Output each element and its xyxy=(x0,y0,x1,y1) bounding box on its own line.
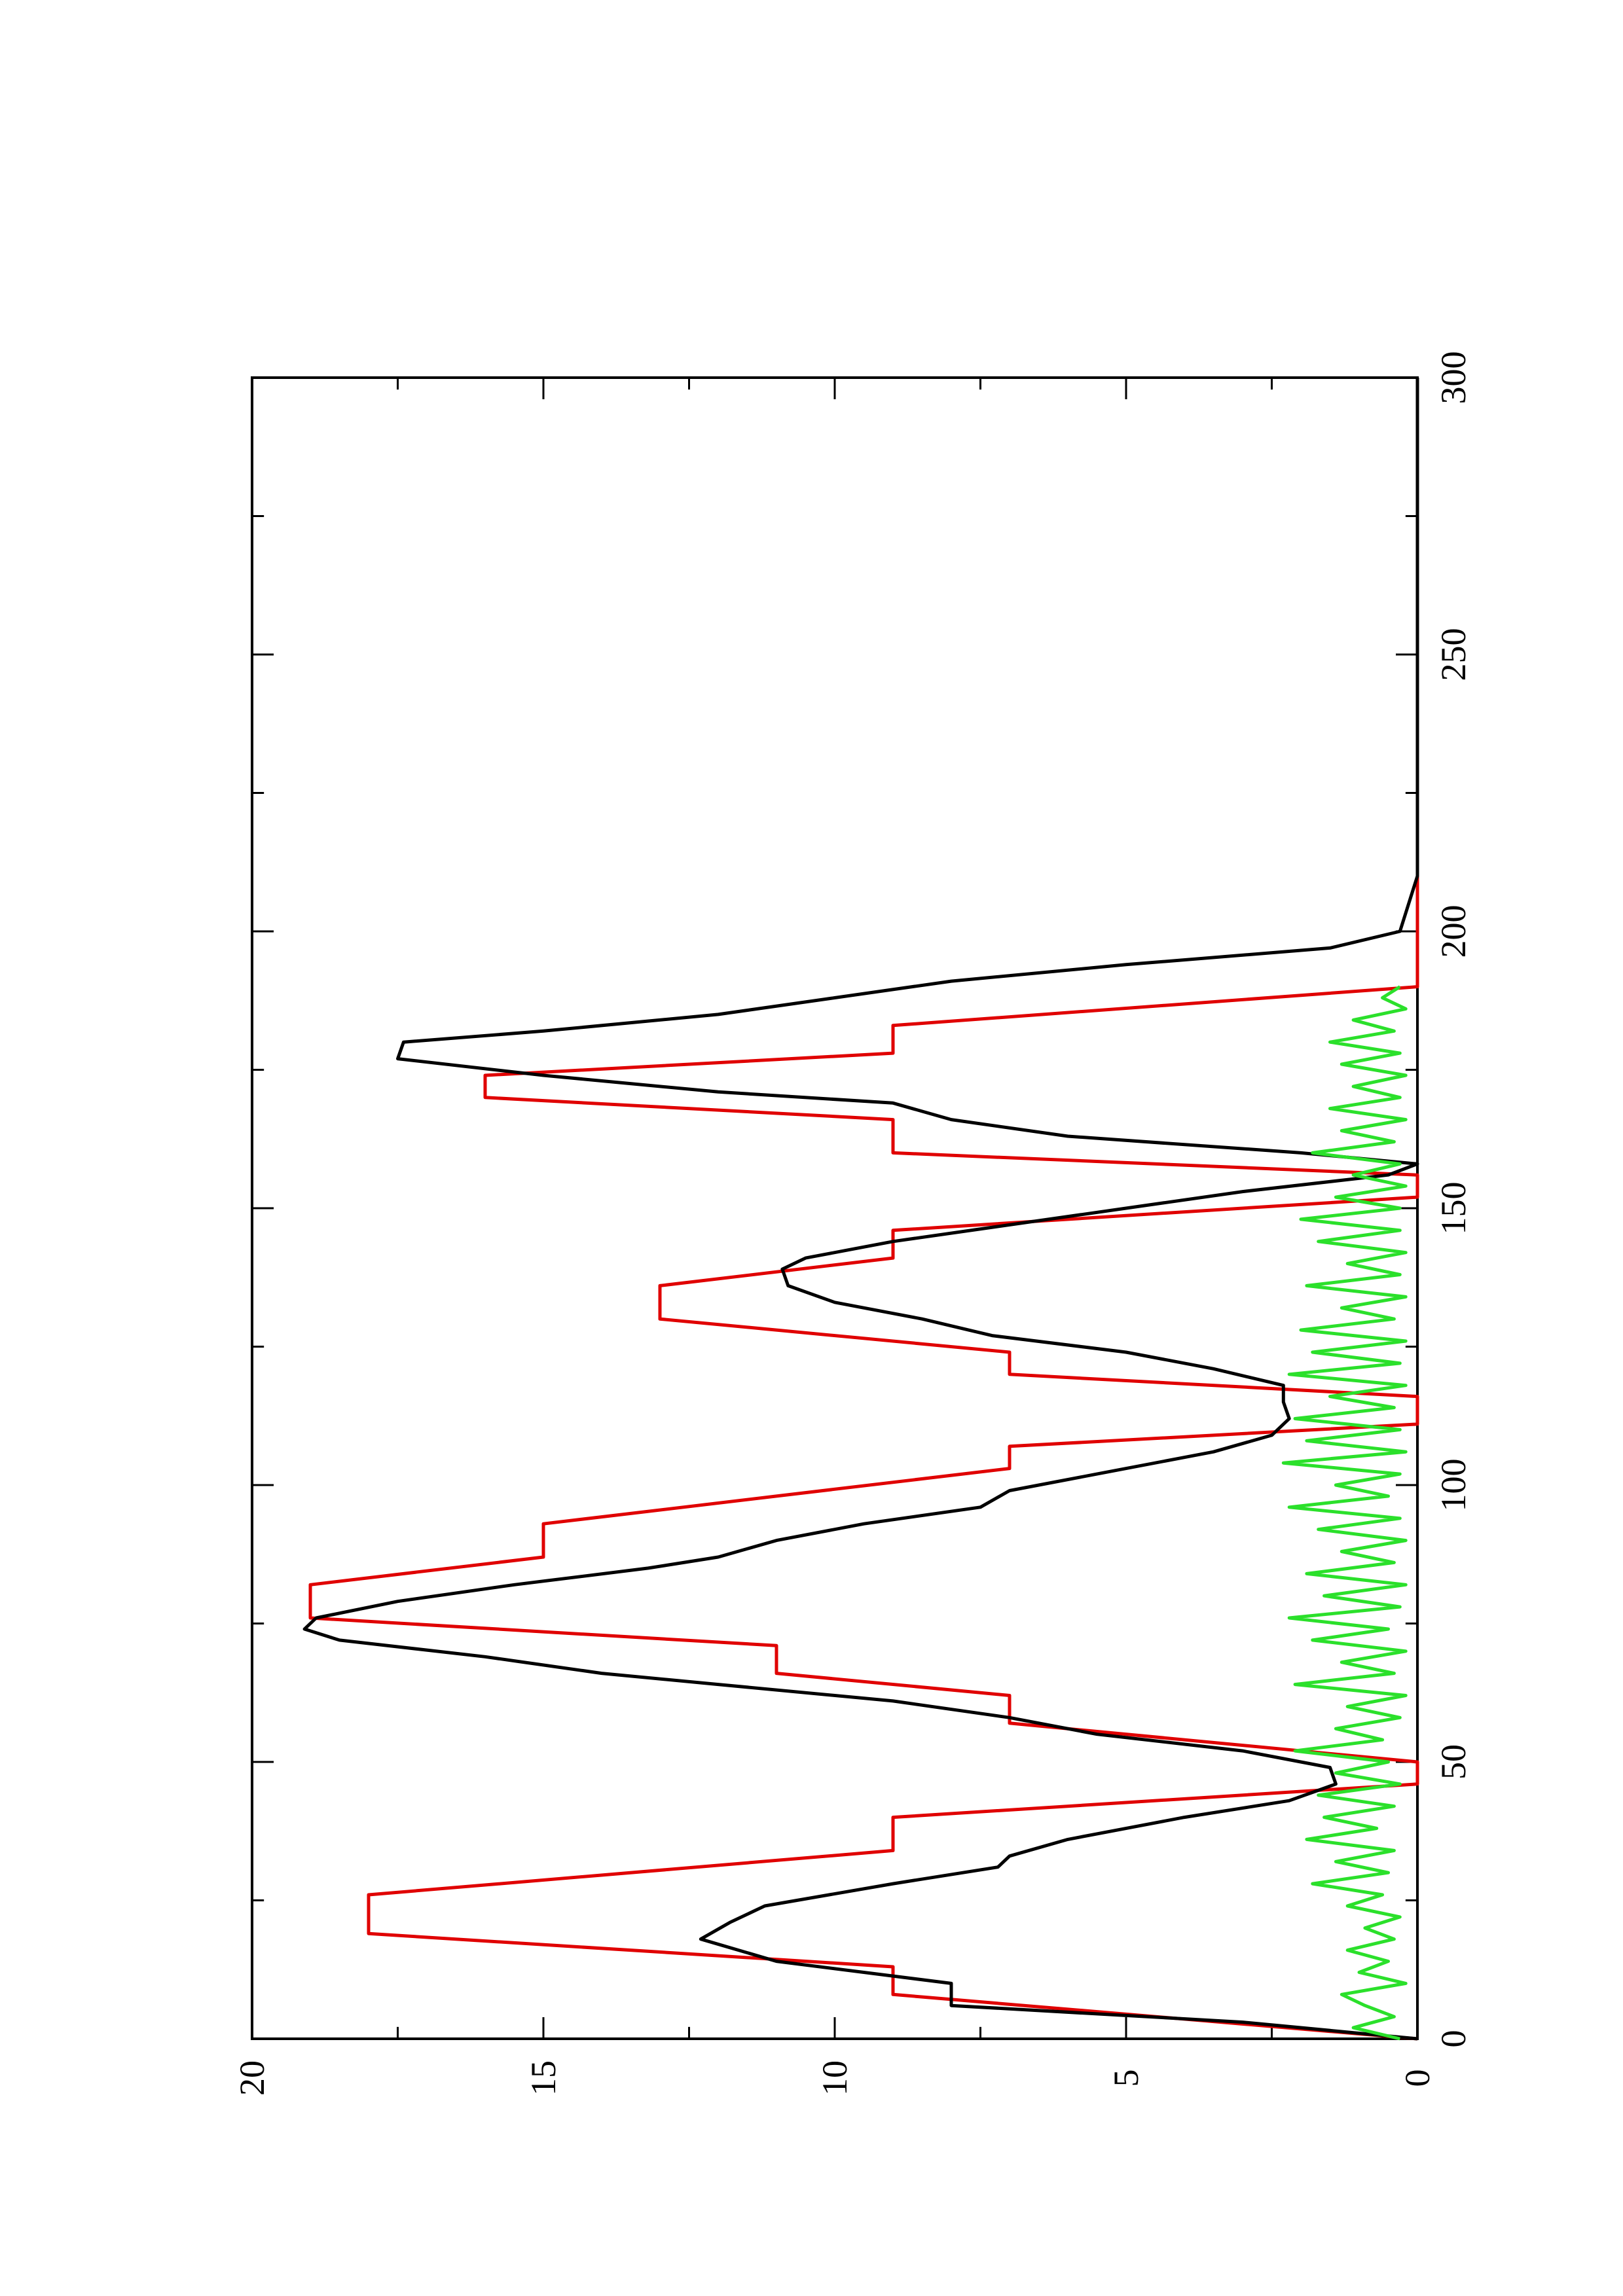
y-tick-label: 10 xyxy=(815,2060,854,2096)
series-line-0 xyxy=(308,378,1419,2041)
series-lines xyxy=(302,378,1419,2041)
x-tick-label: 100 xyxy=(1434,1459,1473,1512)
y-tick-label: 5 xyxy=(1106,2070,1146,2087)
series-line-1 xyxy=(302,378,1419,2041)
x-tick-label: 200 xyxy=(1434,905,1473,958)
y-tick-label: 20 xyxy=(232,2060,272,2096)
x-tick-label: 150 xyxy=(1434,1182,1473,1235)
y-tick-label: 15 xyxy=(524,2060,563,2096)
axis-ticks xyxy=(251,376,1419,2040)
x-tick-label: 300 xyxy=(1434,351,1473,404)
x-tick-label: 50 xyxy=(1434,1744,1473,1780)
y-tick-label: 0 xyxy=(1398,2070,1437,2087)
x-tick-label: 250 xyxy=(1434,628,1473,681)
series-line-2 xyxy=(1281,985,1408,2041)
tick-labels: 0 50 100 150 200 250 300 0 5 10 15 20 xyxy=(232,351,1473,2096)
x-tick-label: 0 xyxy=(1434,2030,1473,2048)
